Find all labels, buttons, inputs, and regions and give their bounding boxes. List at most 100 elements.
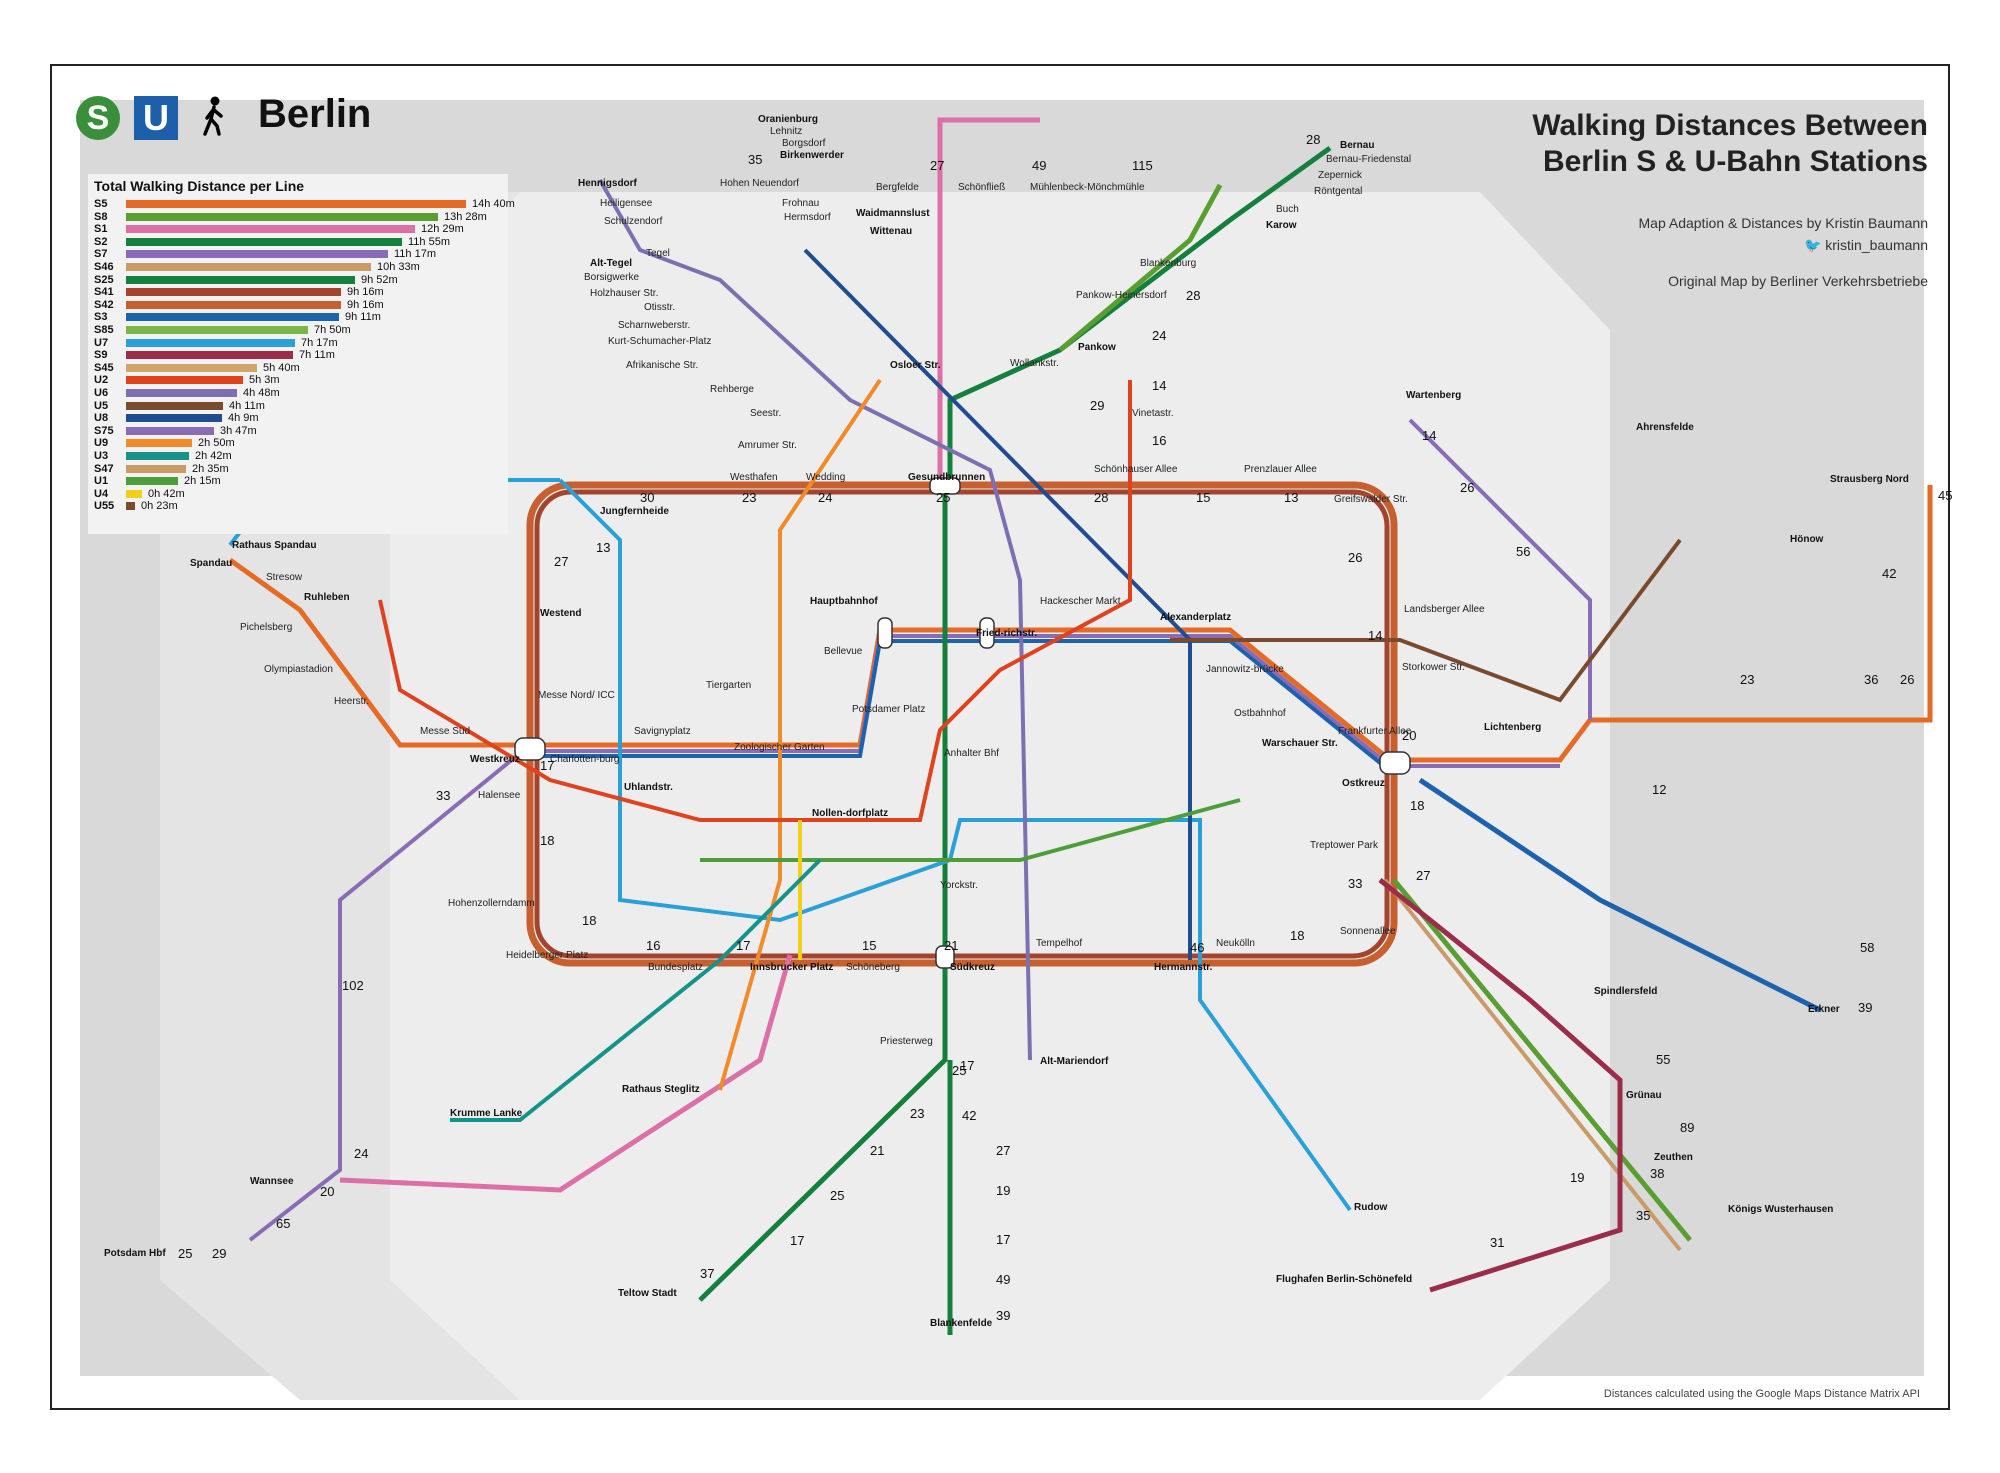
- line-u2: [378, 380, 1132, 822]
- legend-line-name: S8: [94, 210, 108, 223]
- svg-text:13: 13: [1284, 490, 1298, 505]
- station-label-nollendorfplatz: Nollen-dorfplatz: [812, 808, 888, 819]
- station-label-lichtenberg: Lichtenberg: [1484, 722, 1541, 733]
- station-label-westend: Westend: [540, 608, 582, 619]
- station-label-heiligensee: Heiligensee: [600, 198, 653, 209]
- legend-bar: [126, 338, 295, 347]
- svg-text:19: 19: [996, 1183, 1010, 1198]
- legend-bar: [126, 225, 415, 234]
- station-label-jungfernheide: Jungfernheide: [600, 506, 669, 517]
- legend-bar: [126, 275, 355, 284]
- legend-line-name: S42: [94, 298, 114, 311]
- svg-text:89: 89: [1680, 1120, 1694, 1135]
- line-s3-east: [1418, 777, 1822, 1013]
- legend-value: 5h 40m: [263, 361, 300, 374]
- station-label-neukoelln: Neukölln: [1216, 938, 1255, 949]
- svg-text:14: 14: [1368, 628, 1382, 643]
- svg-text:16: 16: [1152, 433, 1166, 448]
- legend-bar: [126, 426, 214, 435]
- station-label-greifswalder: Greifswalder Str.: [1334, 494, 1408, 505]
- svg-text:46: 46: [1190, 940, 1204, 955]
- station-label-wittenau: Wittenau: [870, 226, 912, 237]
- legend-bar: [126, 237, 402, 246]
- station-label-muehlenbeck: Mühlenbeck-Mönchmühle: [1030, 182, 1145, 193]
- svg-text:33: 33: [1348, 876, 1362, 891]
- legend-line-name: S1: [94, 223, 108, 236]
- legend-line-name: U8: [94, 412, 109, 425]
- legend-value: 9h 16m: [347, 298, 384, 311]
- legend-bar: [126, 212, 438, 221]
- station-label-potsdam-hbf: Potsdam Hbf: [104, 1248, 166, 1259]
- station-label-waidmannslust: Waidmannslust: [856, 208, 930, 219]
- station-label-lehnitz: Lehnitz: [770, 126, 802, 137]
- svg-text:20: 20: [1402, 728, 1416, 743]
- station-label-messe-sued: Messe Süd: [420, 726, 470, 737]
- station-label-hohenzollerndamm: Hohenzollerndamm: [448, 898, 535, 909]
- svg-text:49: 49: [996, 1272, 1010, 1287]
- twitter-icon: 🐦: [1803, 237, 1826, 253]
- station-label-birkenwerder: Birkenwerder: [780, 150, 844, 161]
- line-distance-legend: Total Walking Distance per Line S5 14h 40…: [88, 174, 515, 534]
- station-label-alt-mariendorf: Alt-Mariendorf: [1040, 1056, 1109, 1067]
- legend-bar: [126, 263, 371, 271]
- svg-text:23: 23: [1740, 672, 1754, 687]
- legend-line-name: U55: [94, 500, 115, 513]
- station-label-westkreuz: Westkreuz: [470, 754, 520, 765]
- station-label-treptower-park: Treptower Park: [1310, 840, 1379, 851]
- station-label-olympiastadion: Olympiastadion: [264, 664, 333, 675]
- svg-text:19: 19: [1570, 1170, 1584, 1185]
- station-label-blankenburg: Blankenburg: [1140, 258, 1196, 269]
- legend-line-name: S46: [94, 261, 114, 273]
- svg-text:38: 38: [1650, 1166, 1664, 1181]
- station-label-ostbahnhof: Ostbahnhof: [1234, 708, 1286, 719]
- svg-text:35: 35: [748, 152, 762, 167]
- svg-text:42: 42: [962, 1108, 976, 1123]
- svg-text:18: 18: [540, 833, 554, 848]
- legend-line-name: S45: [94, 361, 114, 374]
- svg-text:29: 29: [1090, 398, 1104, 413]
- svg-text:16: 16: [646, 938, 660, 953]
- station-label-potsdamer: Potsdamer Platz: [852, 704, 925, 715]
- line-s1-north: [937, 117, 1040, 485]
- legend-value: 0h 23m: [141, 500, 178, 513]
- legend-value: 4h 48m: [243, 387, 280, 399]
- station-label-holzhauser: Holzhauser Str.: [590, 288, 658, 299]
- svg-text:49: 49: [1032, 158, 1046, 173]
- svg-text:15: 15: [1196, 490, 1210, 505]
- station-label-heidelberger: Heidelberger Platz: [506, 950, 588, 961]
- station-label-storkower: Storkower Str.: [1402, 662, 1465, 673]
- svg-text:23: 23: [742, 490, 756, 505]
- credit-original: Original Map by Berliner Verkehrsbetrieb…: [1668, 273, 1928, 289]
- line-s7-west: [248, 743, 532, 1242]
- line-s1-south: [339, 954, 793, 1193]
- station-label-hohen-neuendorf: Hohen Neuendorf: [720, 178, 799, 189]
- station-label-rathaus-steglitz: Rathaus Steglitz: [622, 1084, 700, 1095]
- title-line-2: Berlin S & U-Bahn Stations: [1542, 145, 1928, 178]
- svg-text:45: 45: [1938, 488, 1952, 503]
- station-label-gruenau: Grünau: [1626, 1090, 1662, 1101]
- svg-text:25: 25: [936, 490, 950, 505]
- svg-text:27: 27: [1416, 868, 1430, 883]
- legend-line-name: U1: [94, 475, 109, 488]
- svg-text:39: 39: [1858, 1000, 1872, 1015]
- station-label-rehberge: Rehberge: [710, 384, 754, 395]
- station-label-zeuthen: Zeuthen: [1654, 1152, 1693, 1163]
- svg-text:25: 25: [952, 1063, 966, 1078]
- line-s25: [698, 485, 948, 1302]
- svg-text:115: 115: [1132, 158, 1153, 173]
- svg-text:33: 33: [436, 788, 450, 803]
- station-label-messe-nord: Messe Nord/ ICC: [538, 690, 615, 701]
- legend-bar: [126, 326, 308, 334]
- station-label-westhafen: Westhafen: [730, 472, 778, 483]
- credit-twitter: 🐦 kristin_baumann: [1639, 234, 1928, 256]
- legend-value: 3h 47m: [220, 424, 257, 437]
- svg-text:12: 12: [1652, 782, 1666, 797]
- svg-text:24: 24: [818, 490, 832, 505]
- legend-value: 14h 40m: [472, 198, 515, 210]
- station-label-landsberger: Landsberger Allee: [1404, 604, 1485, 615]
- legend-bar: [126, 300, 341, 309]
- legend-value: 13h 28m: [444, 210, 487, 223]
- line-u1: [700, 798, 1241, 862]
- station-label-uhlandstr: Uhlandstr.: [624, 782, 673, 793]
- station-label-bergfelde: Bergfelde: [876, 182, 919, 193]
